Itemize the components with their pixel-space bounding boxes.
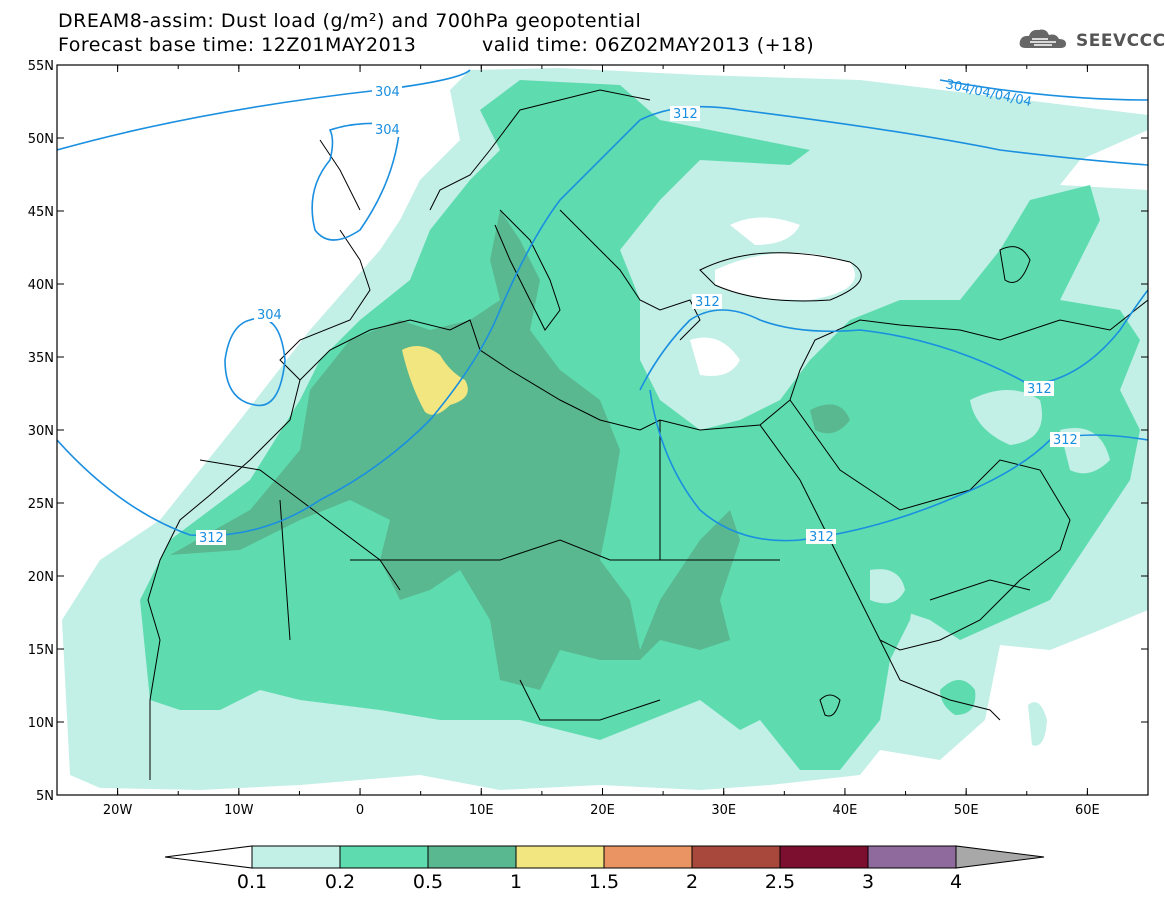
lon-tick-label: 10E <box>469 803 494 818</box>
lon-tick-label: 20E <box>590 803 615 818</box>
lat-tick-label: 45N <box>28 205 54 220</box>
contour-label: 304 <box>375 85 400 100</box>
lat-tick-label: 5N <box>36 789 54 804</box>
contour-label: 304 <box>375 123 400 138</box>
lat-tick-label: 50N <box>28 132 54 147</box>
dust-patch-egypt-dark <box>810 404 850 434</box>
colorbar-under-arrow <box>164 845 253 869</box>
dust-gap-caspian <box>1060 130 1148 190</box>
lat-tick-label: 15N <box>28 643 54 658</box>
dust-patch-ethiopia <box>940 680 976 715</box>
contour-label: 312 <box>695 295 720 310</box>
seevccc-logo: SEEVCCC <box>1018 26 1165 56</box>
colorbar-tick-label: 0.1 <box>237 871 267 893</box>
lon-tick-label: 50E <box>954 803 979 818</box>
dust-region-yellow <box>402 346 468 415</box>
colorbar-tick-label: 0.5 <box>413 871 443 893</box>
contour-label: 312 <box>673 107 698 122</box>
colorbar-swatch <box>867 845 957 869</box>
lon-tick-label: 40E <box>833 803 858 818</box>
forecast-base-time: Forecast base time: 12Z01MAY2013 <box>58 34 417 56</box>
colorbar-tick-label: 3 <box>862 871 874 893</box>
longitude-axis: 20W 10W 0 10E 20E 30E 40E 50E 60E <box>56 65 1149 818</box>
dust-region-dark <box>170 210 740 690</box>
colorbar-tick-label: 1.5 <box>589 871 619 893</box>
valid-time: valid time: 06Z02MAY2013 (+18) <box>482 34 815 56</box>
dust-gap-east-med <box>690 337 740 376</box>
colorbar-tick-label: 0.2 <box>325 871 355 893</box>
contour-label: 312 <box>199 531 224 546</box>
lon-tick-label: 30E <box>711 803 736 818</box>
lon-tick-label: 60E <box>1075 803 1100 818</box>
logo-text: SEEVCCC <box>1076 31 1165 51</box>
lat-tick-label: 55N <box>28 59 54 74</box>
map-area: 304 304 304 304/04/04/04 312 312 312 312… <box>57 65 1148 795</box>
dust-patch-arabia-1 <box>970 390 1042 445</box>
colorbar-swatch <box>779 845 869 869</box>
colorbar-tick-label: 1 <box>510 871 522 893</box>
colorbar-swatch <box>515 845 605 869</box>
contour-label: 304 <box>257 308 282 323</box>
map-title: DREAM8-assim: Dust load (g/m²) and 700hP… <box>58 10 642 32</box>
contour-label: 312 <box>1027 382 1052 397</box>
lat-tick-label: 20N <box>28 570 54 585</box>
cloud-icon <box>1018 26 1072 56</box>
lat-tick-label: 25N <box>28 497 54 512</box>
lat-tick-label: 40N <box>28 278 54 293</box>
contour-label: 312 <box>809 530 834 545</box>
contour-label: 312 <box>1053 433 1078 448</box>
dust-patch-sudan <box>870 569 905 604</box>
colorbar-tick-label: 2.5 <box>765 871 795 893</box>
colorbar-swatch <box>691 845 781 869</box>
colorbar: 0.1 0.2 0.5 1 1.5 2 2.5 3 4 <box>164 845 1045 893</box>
lat-tick-label: 35N <box>28 351 54 366</box>
colorbar-swatch <box>603 845 693 869</box>
dust-patch-somalia <box>1028 702 1047 746</box>
lon-tick-label: 0 <box>356 803 364 818</box>
dust-gap-balkans <box>730 217 800 245</box>
dust-gap-black-sea <box>715 252 855 300</box>
colorbar-swatch <box>251 845 341 869</box>
colorbar-tick-label: 2 <box>686 871 698 893</box>
colorbar-swatch <box>427 845 517 869</box>
lon-tick-label: 10W <box>224 803 254 818</box>
lon-tick-label: 20W <box>103 803 133 818</box>
latitude-axis: 55N 50N 45N 40N 35N 30N 25N 20N 15N 10N 5N <box>28 59 1148 804</box>
lat-tick-label: 30N <box>28 424 54 439</box>
colorbar-swatch <box>339 845 429 869</box>
coastlines <box>147 89 1148 780</box>
colorbar-over-arrow <box>955 845 1045 869</box>
lat-tick-label: 10N <box>28 716 54 731</box>
colorbar-tick-label: 4 <box>950 871 962 893</box>
